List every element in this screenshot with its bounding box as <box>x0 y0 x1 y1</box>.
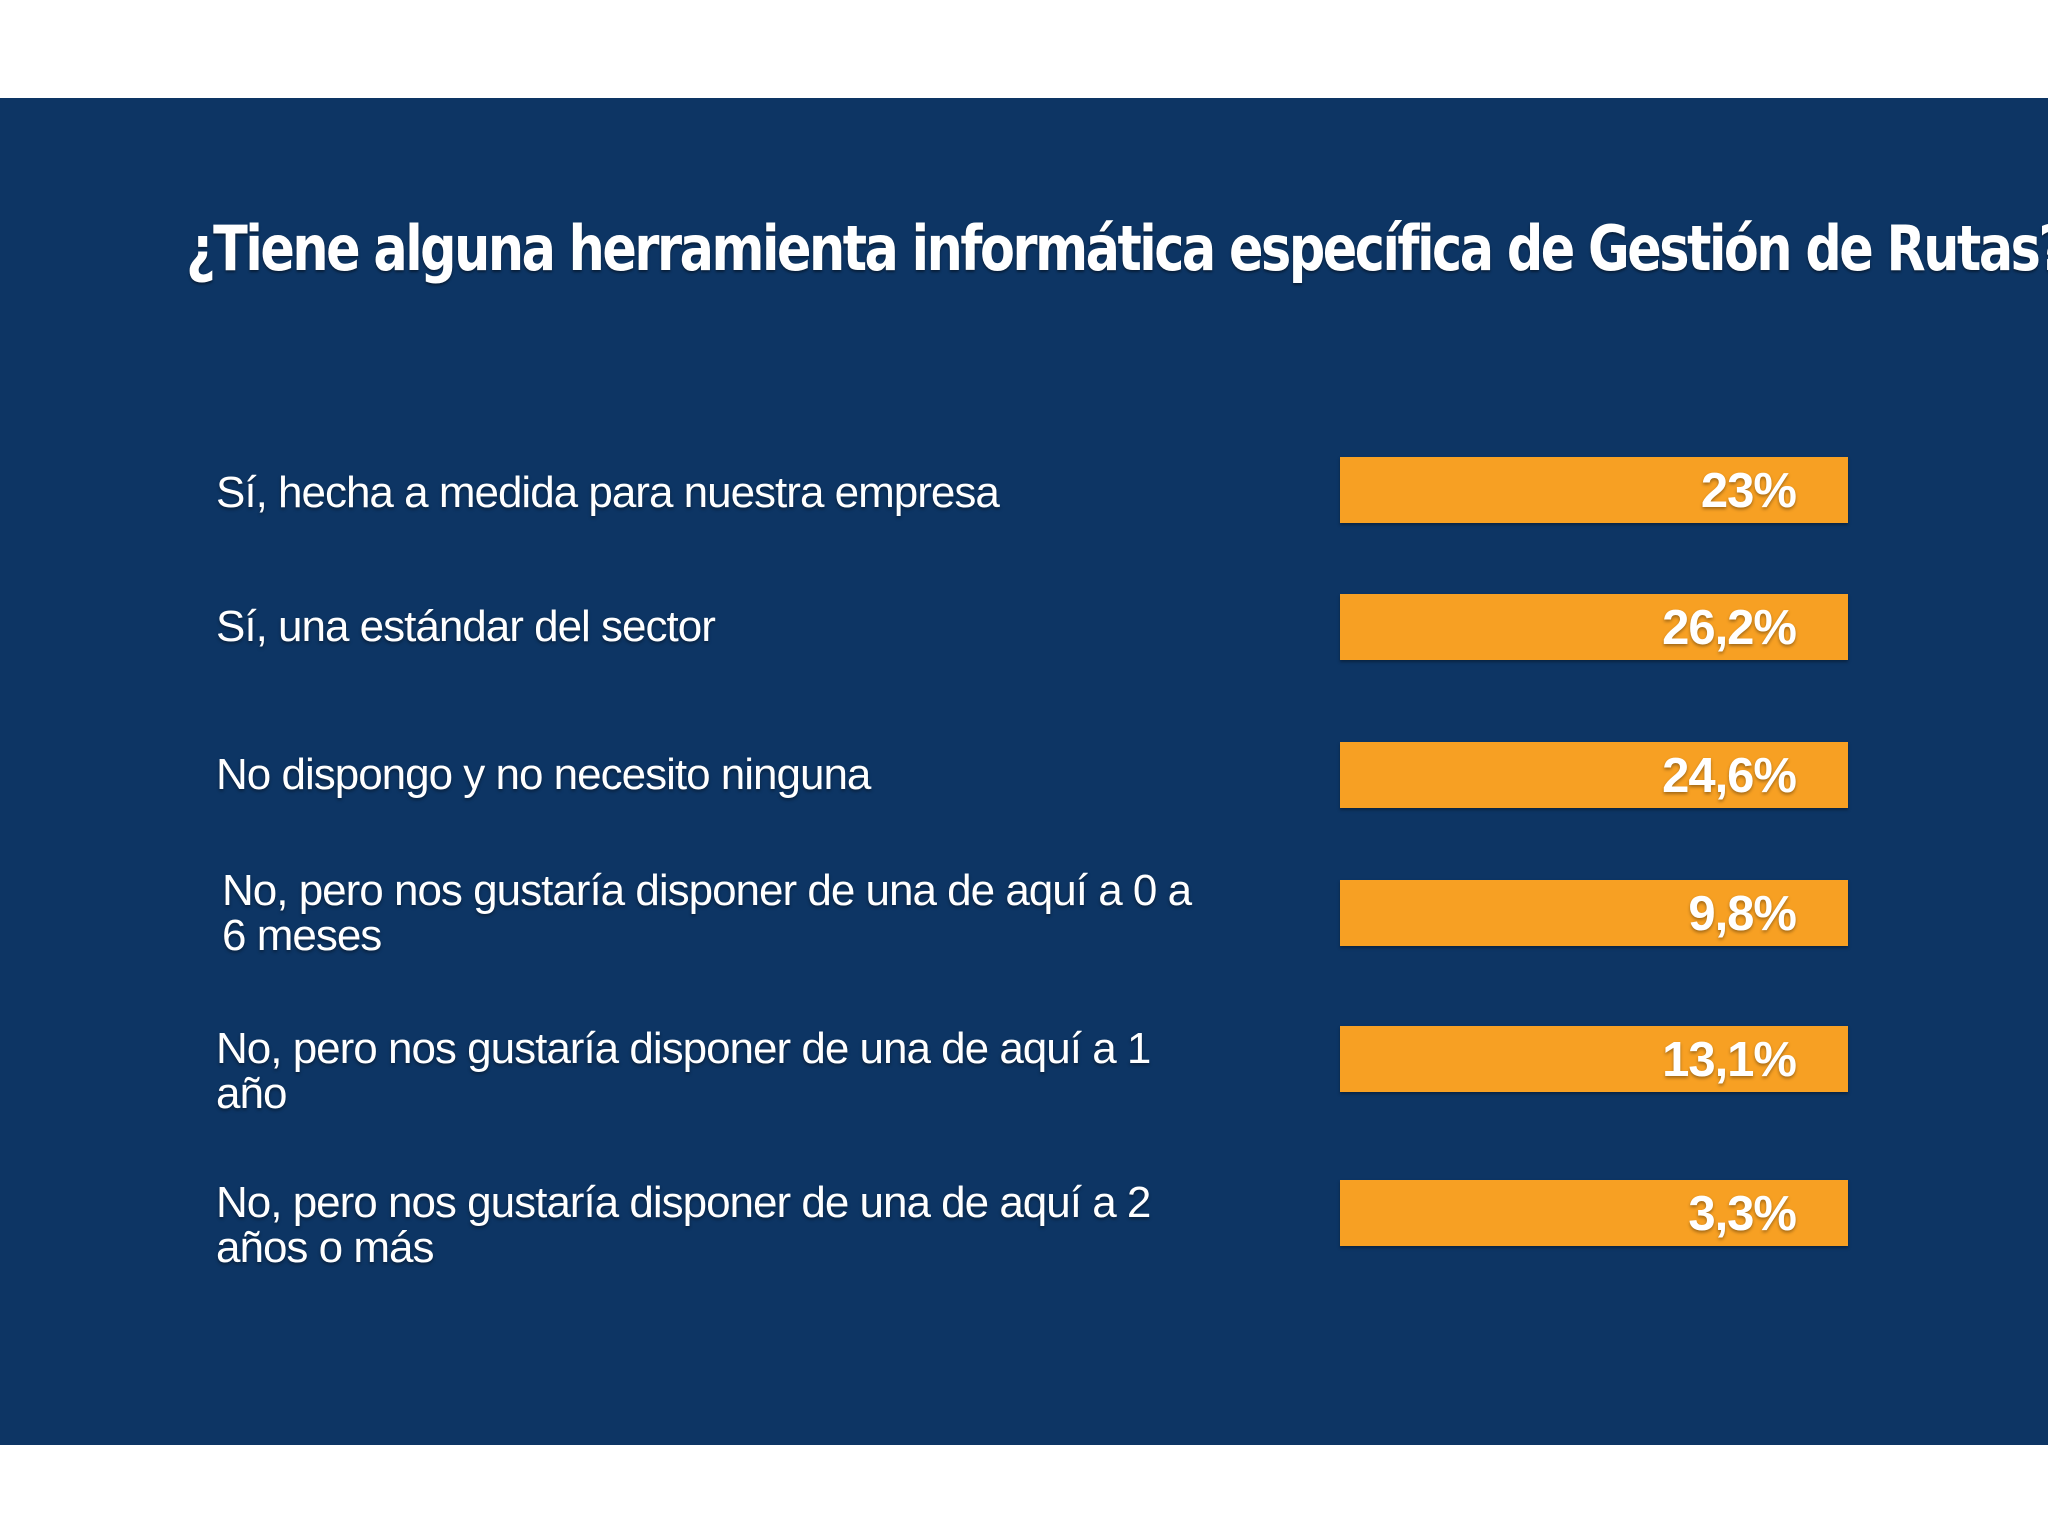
bar-value-label-2: 26,2% <box>1662 601 1797 655</box>
bar-4: 9,8% <box>1340 880 1848 946</box>
category-label-4: No, pero nos gustaría disponer de una de… <box>222 866 1192 960</box>
bar-value-label-4: 9,8% <box>1688 887 1797 941</box>
bar-5: 13,1% <box>1340 1026 1848 1092</box>
bar-3: 24,6% <box>1340 742 1848 808</box>
bar-2: 26,2% <box>1340 594 1848 660</box>
category-label-2: Sí, una estándar del sector <box>216 602 716 651</box>
chart-title: ¿Tiene alguna herramienta informática es… <box>186 212 2048 285</box>
category-label-3: No dispongo y no necesito ninguna <box>216 750 871 799</box>
bar-value-label-1: 23% <box>1700 464 1797 518</box>
bar-1: 23% <box>1340 457 1848 523</box>
category-label-5: No, pero nos gustaría disponer de una de… <box>216 1024 1151 1118</box>
bar-value-label-5: 13,1% <box>1662 1033 1797 1087</box>
bar-6: 3,3% <box>1340 1180 1848 1246</box>
bar-value-label-6: 3,3% <box>1688 1187 1797 1241</box>
category-label-1: Sí, hecha a medida para nuestra empresa <box>216 468 1000 517</box>
category-label-6: No, pero nos gustaría disponer de una de… <box>216 1178 1151 1272</box>
bar-value-label-3: 24,6% <box>1662 749 1797 803</box>
